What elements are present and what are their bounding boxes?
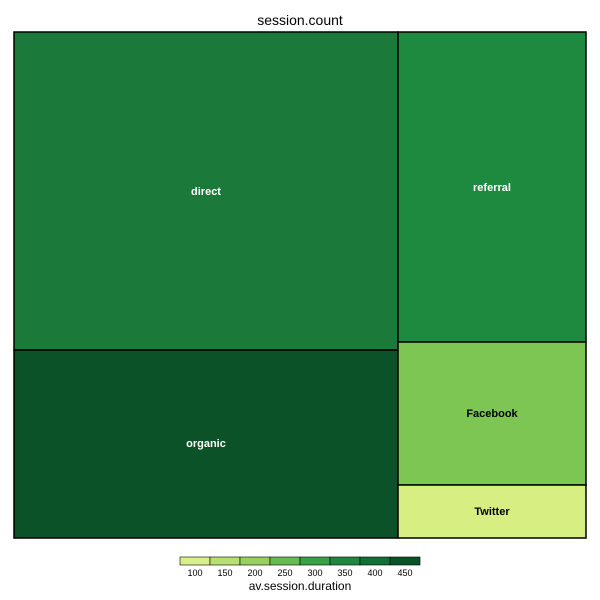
tile-organic bbox=[13, 349, 399, 539]
legend-swatch bbox=[269, 556, 301, 566]
legend-tick-label: 100 bbox=[187, 568, 202, 578]
color-legend: 100 150 200 250 300 350 400 450 bbox=[179, 556, 421, 578]
legend-tick-label: 200 bbox=[247, 568, 262, 578]
legend-tick-label: 350 bbox=[337, 568, 352, 578]
tile-label-twitter: Twitter bbox=[474, 506, 510, 518]
legend-tick-label: 250 bbox=[277, 568, 292, 578]
legend-tick-label: 400 bbox=[367, 568, 382, 578]
treemap-tiles: direct organic referral Facebook Twitter bbox=[13, 31, 587, 539]
legend-swatch bbox=[299, 556, 331, 566]
tile-label-facebook: Facebook bbox=[466, 408, 518, 420]
legend-title: av.session.duration bbox=[249, 579, 352, 593]
legend-swatch bbox=[209, 556, 241, 566]
legend-tick-label: 450 bbox=[397, 568, 412, 578]
legend-swatch bbox=[329, 556, 361, 566]
tile-label-direct: direct bbox=[191, 186, 221, 198]
tile-facebook bbox=[397, 341, 587, 486]
legend-swatch bbox=[389, 556, 421, 566]
tile-referral bbox=[397, 31, 587, 343]
legend-swatch bbox=[179, 556, 211, 566]
legend-tick-label: 300 bbox=[307, 568, 322, 578]
tile-direct bbox=[13, 31, 399, 351]
legend-swatch bbox=[239, 556, 271, 566]
tile-twitter bbox=[397, 484, 587, 539]
tile-label-referral: referral bbox=[473, 182, 511, 194]
chart-title: session.count bbox=[257, 12, 343, 28]
legend-swatch bbox=[359, 556, 391, 566]
legend-tick-label: 150 bbox=[217, 568, 232, 578]
tile-label-organic: organic bbox=[186, 438, 226, 450]
